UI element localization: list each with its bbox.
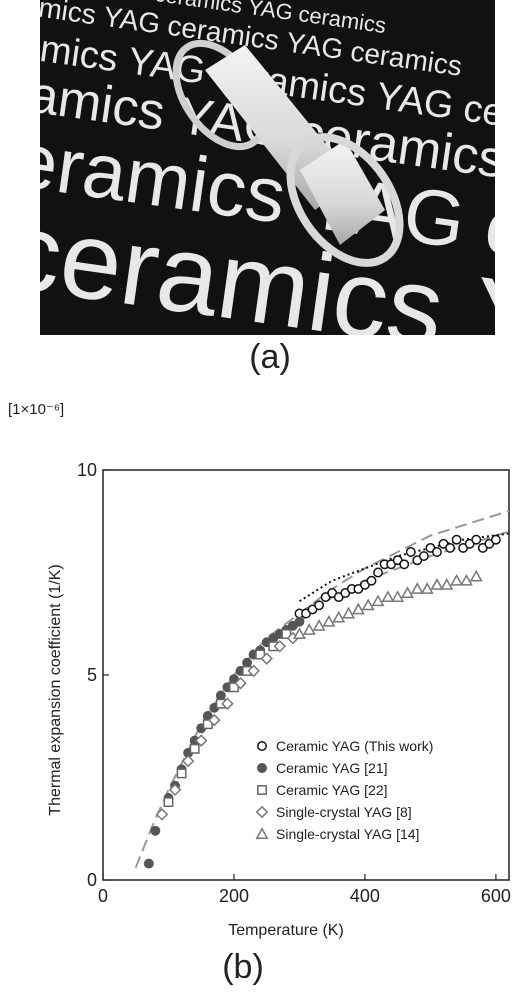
data-point	[490, 534, 501, 545]
photo-ring	[286, 133, 404, 267]
legend-marker	[257, 741, 267, 751]
y-tick-label: 10	[77, 460, 97, 480]
photo-background	[40, 0, 495, 335]
data-point	[418, 551, 429, 562]
data-point	[391, 590, 405, 603]
data-point	[445, 542, 456, 553]
data-point	[450, 573, 464, 586]
data-point	[215, 690, 226, 701]
data-point	[401, 586, 414, 598]
y-axis-label: Thermal expansion coefficient (1/K)	[47, 564, 64, 815]
unit-label: [1×10⁻⁶]	[8, 401, 64, 418]
x-tick-label: 600	[481, 886, 511, 906]
data-point	[322, 614, 336, 627]
x-tick-label: 400	[350, 886, 380, 906]
data-point	[361, 598, 375, 611]
panel-label: (a)	[249, 338, 291, 376]
data-point	[294, 616, 305, 627]
data-point	[150, 825, 161, 836]
data-point	[194, 734, 208, 747]
data-point	[312, 619, 326, 631]
data-point	[255, 649, 266, 660]
legend-label: Ceramic YAG [21]	[276, 760, 388, 776]
data-point	[229, 682, 239, 693]
data-point	[302, 623, 316, 635]
panel-label: (b)	[222, 948, 264, 986]
data-point	[260, 652, 273, 665]
y-tick-label: 0	[87, 870, 97, 890]
data-point	[399, 559, 410, 570]
legend-label: Ceramic YAG [22]	[276, 782, 388, 798]
data-point	[176, 768, 187, 779]
data-point	[451, 534, 462, 545]
data-point	[143, 858, 154, 869]
data-point	[371, 594, 385, 607]
data-point	[273, 640, 287, 653]
data-point	[242, 657, 253, 668]
legend-label: Single-crystal YAG [8]	[276, 804, 412, 820]
data-point	[189, 743, 200, 754]
legend-label: Ceramic YAG (This work)	[276, 738, 433, 754]
legend-label: Single-crystal YAG [14]	[276, 826, 419, 842]
data-point	[155, 808, 169, 821]
data-point	[342, 606, 356, 619]
data-point	[471, 534, 482, 545]
x-tick-label: 0	[98, 886, 108, 906]
photo-rod-end	[300, 140, 385, 245]
data-point	[432, 547, 442, 557]
data-point	[381, 590, 395, 603]
y-tick-label: 5	[87, 665, 97, 685]
data-point	[281, 629, 292, 639]
data-point	[181, 754, 195, 768]
data-point	[430, 578, 444, 590]
fit-curve	[298, 532, 510, 603]
legend-marker	[257, 785, 267, 795]
data-point	[440, 578, 454, 590]
legend-marker	[257, 763, 267, 773]
data-point	[168, 783, 182, 797]
data-point	[469, 569, 483, 582]
data-point	[314, 600, 325, 611]
data-point	[405, 547, 416, 557]
data-point	[332, 610, 346, 623]
data-point	[459, 573, 473, 586]
x-axis-label: Temperature (K)	[228, 922, 344, 939]
legend-marker	[255, 827, 269, 839]
data-point	[292, 627, 306, 639]
data-point	[420, 582, 434, 594]
data-point	[221, 697, 234, 710]
chart: 0 200 400 600 0 5 10 Temperature (K) Thermal exp…	[47, 460, 511, 939]
x-tick-label: 200	[219, 886, 249, 906]
data-point	[202, 719, 213, 730]
data-point	[247, 664, 260, 678]
data-point	[366, 575, 377, 586]
legend-marker	[255, 805, 269, 819]
data-point	[163, 797, 174, 808]
data-point	[234, 676, 247, 690]
data-point	[351, 602, 365, 615]
data-point	[410, 582, 424, 594]
data-point	[373, 567, 383, 578]
data-point	[208, 713, 221, 727]
